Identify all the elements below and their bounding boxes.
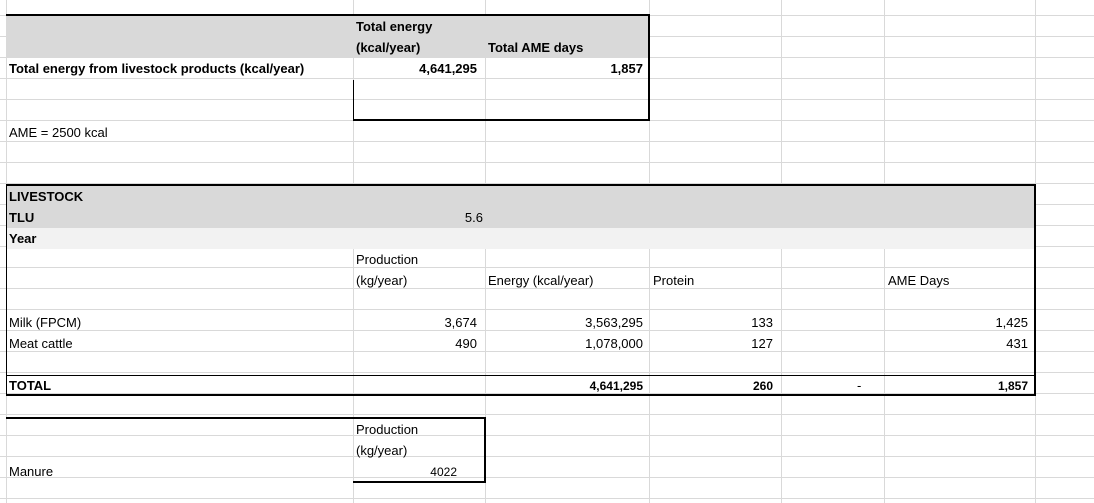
row-gridline xyxy=(0,414,1094,415)
total-row-rule xyxy=(6,375,1036,376)
total-dash[interactable]: - xyxy=(857,378,862,393)
total-ame[interactable]: 1,857 xyxy=(997,379,1028,393)
table-row-ame[interactable]: 1,425 xyxy=(995,315,1028,330)
livestock-box-right xyxy=(1034,184,1036,396)
manure-box-right xyxy=(484,417,486,483)
total-energy[interactable]: 4,641,295 xyxy=(589,379,643,393)
livestock-header-band xyxy=(6,185,1035,228)
year-band xyxy=(6,228,1035,249)
year-label[interactable]: Year xyxy=(9,231,37,246)
table-row-production[interactable]: 490 xyxy=(455,336,477,351)
row-gridline xyxy=(0,141,1094,142)
manure-box-top xyxy=(6,417,486,419)
tlu-label[interactable]: TLU xyxy=(9,210,35,225)
summary-energy-value[interactable]: 4,641,295 xyxy=(419,61,477,76)
column-gridline xyxy=(884,0,885,503)
table-row-label[interactable]: Meat cattle xyxy=(9,336,73,351)
table-row-protein[interactable]: 127 xyxy=(751,336,773,351)
production-header-line2[interactable]: (kg/year) xyxy=(356,273,408,288)
table-row-ame[interactable]: 431 xyxy=(1006,336,1028,351)
row-gridline xyxy=(0,162,1094,163)
row-gridline xyxy=(0,267,1094,268)
row-gridline xyxy=(0,330,1094,331)
column-gridline xyxy=(485,0,486,503)
table-row-production[interactable]: 3,674 xyxy=(444,315,477,330)
column-gridline xyxy=(353,0,354,503)
summary-row-label[interactable]: Total energy from livestock products (kc… xyxy=(9,61,305,76)
livestock-box-bottom xyxy=(6,394,1036,396)
livestock-box-top xyxy=(6,184,1036,186)
row-gridline xyxy=(0,288,1094,289)
row-gridline xyxy=(0,372,1094,373)
summary-box-left xyxy=(353,80,354,121)
protein-column-header[interactable]: Protein xyxy=(653,273,695,288)
table-row-energy[interactable]: 1,078,000 xyxy=(585,336,643,351)
row-gridline xyxy=(0,183,1094,184)
column-gridline xyxy=(649,0,650,503)
ame-days-column-header[interactable]: AME Days xyxy=(888,273,950,288)
energy-header-line1[interactable]: Total energy xyxy=(356,19,433,34)
summary-box-right xyxy=(648,14,650,121)
row-gridline xyxy=(0,393,1094,394)
row-gridline xyxy=(0,351,1094,352)
manure-box-bottom xyxy=(353,481,486,483)
row-gridline xyxy=(0,477,1094,478)
row-gridline xyxy=(0,99,1094,100)
summary-box-bottom xyxy=(353,119,650,121)
manure-value[interactable]: 4022 xyxy=(430,465,457,479)
summary-box-top xyxy=(6,14,650,16)
ame-header[interactable]: Total AME days xyxy=(488,40,584,55)
summary-ame-value[interactable]: 1,857 xyxy=(610,61,643,76)
manure-production-header-line1[interactable]: Production xyxy=(356,422,419,437)
manure-label[interactable]: Manure xyxy=(9,464,54,479)
manure-production-header-line2[interactable]: (kg/year) xyxy=(356,443,408,458)
column-gridline xyxy=(781,0,782,503)
table-row-energy[interactable]: 3,563,295 xyxy=(585,315,643,330)
summary-header-band xyxy=(6,15,649,58)
total-protein[interactable]: 260 xyxy=(752,379,773,393)
table-row-protein[interactable]: 133 xyxy=(751,315,773,330)
row-gridline xyxy=(0,498,1094,499)
row-gridline xyxy=(0,456,1094,457)
row-gridline xyxy=(0,309,1094,310)
livestock-box-left xyxy=(6,184,7,396)
total-label[interactable]: TOTAL xyxy=(9,378,52,393)
production-header-line1[interactable]: Production xyxy=(356,252,419,267)
table-row-label[interactable]: Milk (FPCM) xyxy=(9,315,82,330)
livestock-title[interactable]: LIVESTOCK xyxy=(9,189,84,204)
energy-column-header[interactable]: Energy (kcal/year) xyxy=(488,273,594,288)
row-gridline xyxy=(0,435,1094,436)
ame-note[interactable]: AME = 2500 kcal xyxy=(9,125,108,140)
tlu-value[interactable]: 5.6 xyxy=(464,210,483,225)
energy-header-line2[interactable]: (kcal/year) xyxy=(356,40,421,55)
row-gridline xyxy=(0,78,1094,79)
